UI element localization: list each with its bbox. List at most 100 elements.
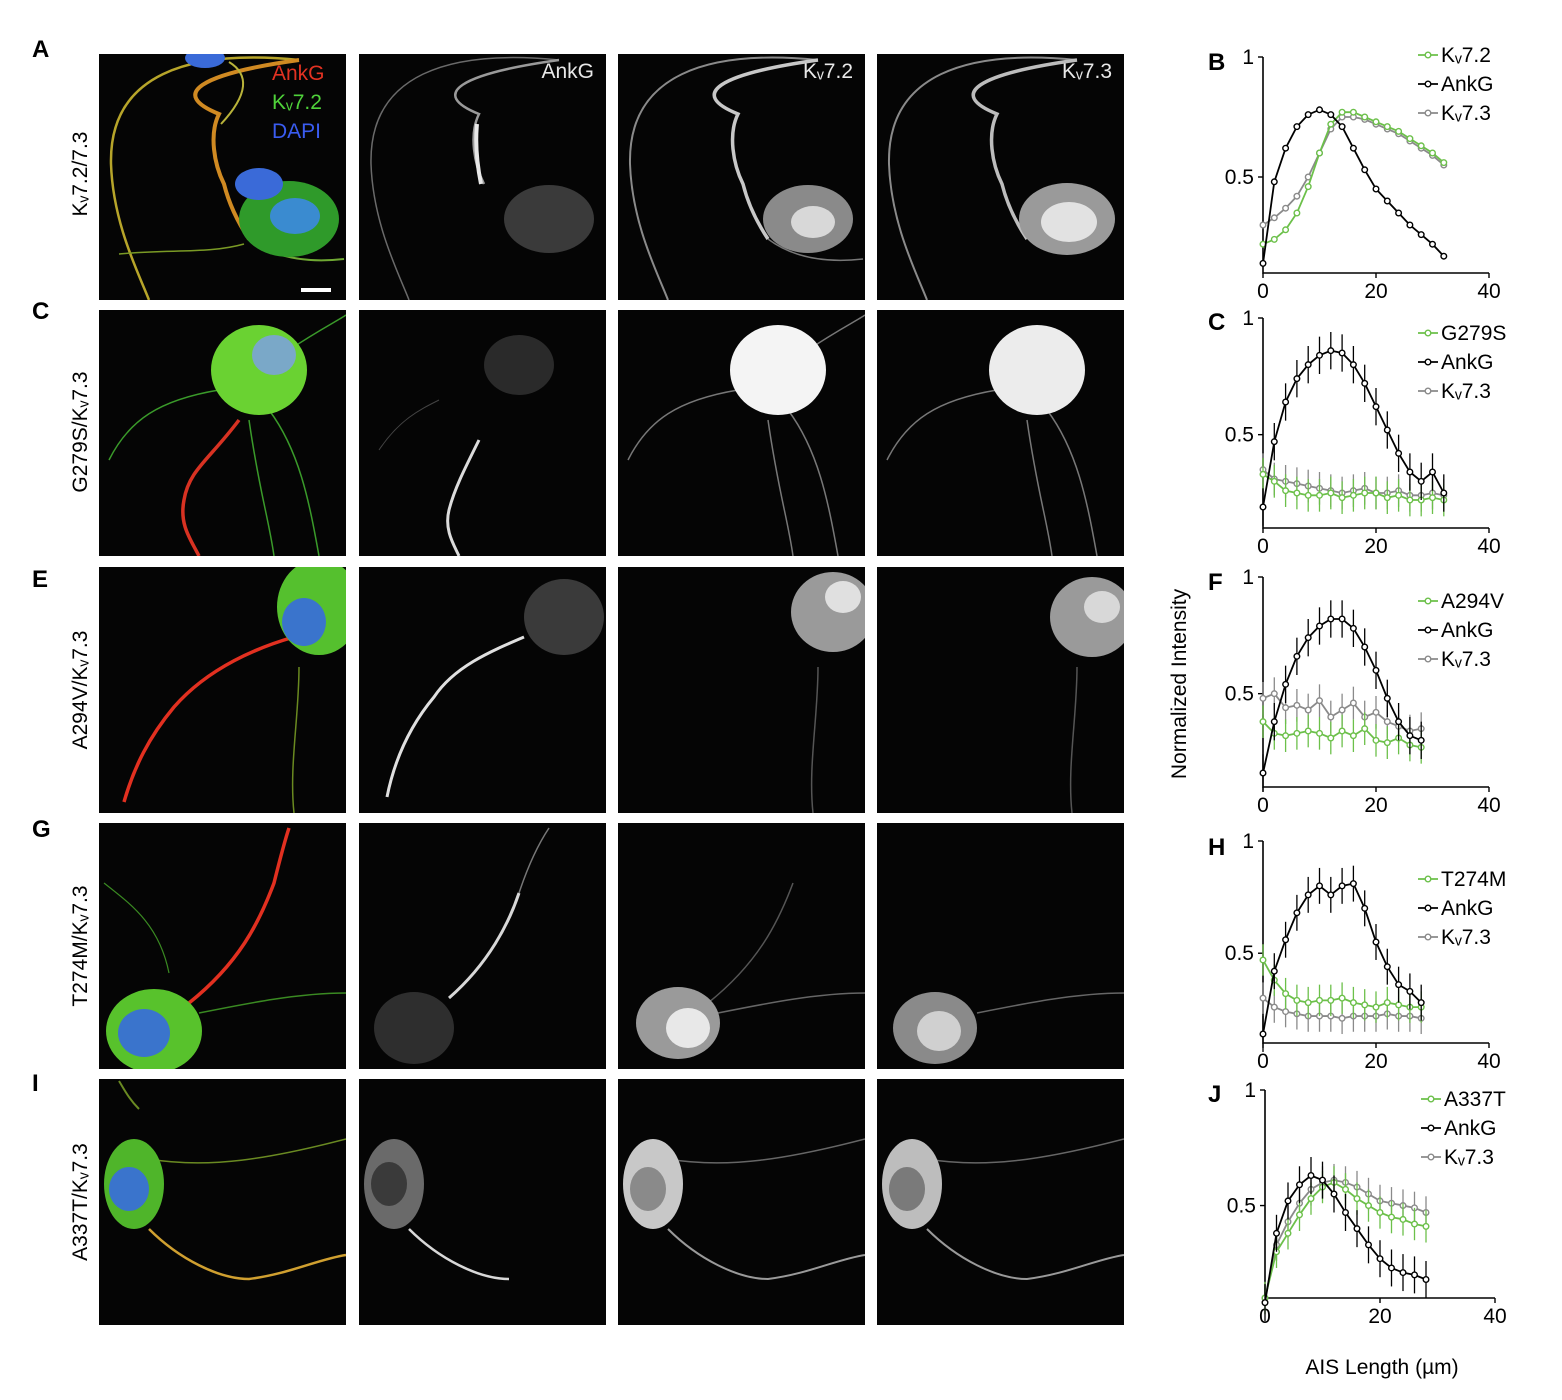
- data-point: [1282, 936, 1290, 944]
- data-point: [1406, 221, 1414, 229]
- image-kv73-row-a: Kᵥ7.3: [877, 54, 1124, 300]
- data-point: [1372, 118, 1380, 126]
- data-point: [1338, 882, 1346, 890]
- panel-letter-A: A: [32, 36, 50, 63]
- data-point: [1428, 494, 1436, 502]
- data-point: [1330, 1190, 1338, 1198]
- data-point: [1338, 1014, 1346, 1022]
- data-point: [1383, 426, 1391, 434]
- image-ankg-row-a: AnkG: [359, 54, 606, 300]
- chart-panel-letter: B: [1208, 49, 1225, 76]
- data-point: [1395, 981, 1403, 989]
- data-point: [1361, 113, 1369, 121]
- data-point: [1259, 769, 1267, 777]
- data-point: [1417, 231, 1425, 239]
- data-point: [1315, 491, 1323, 499]
- image-kv73-row-g: [877, 823, 1124, 1069]
- data-point: [1284, 1229, 1292, 1237]
- x-tick-label: 20: [1364, 1050, 1387, 1073]
- data-point: [1304, 999, 1312, 1007]
- data-point: [1383, 999, 1391, 1007]
- legend-dapi: DAPI: [272, 120, 322, 143]
- data-point: [1406, 496, 1414, 504]
- x-tick-label: 20: [1364, 280, 1387, 303]
- data-point: [1259, 718, 1267, 726]
- data-point: [1341, 1208, 1349, 1216]
- legend-swatch-point: [1427, 1153, 1435, 1161]
- data-point: [1417, 142, 1425, 150]
- data-point: [1259, 956, 1267, 964]
- data-point: [1304, 891, 1312, 899]
- data-point: [1372, 185, 1380, 193]
- data-point: [1259, 1030, 1267, 1038]
- image-kv72-row-e: [618, 567, 865, 813]
- data-point: [1383, 197, 1391, 205]
- data-point: [1364, 1241, 1372, 1249]
- data-point: [1315, 149, 1323, 157]
- image-ankg-row-i: [359, 1079, 606, 1325]
- data-point: [1422, 1276, 1430, 1284]
- data-point: [1293, 209, 1301, 217]
- y-tick-label: 0.5: [1225, 942, 1254, 965]
- data-point: [1353, 1195, 1361, 1203]
- legend-swatch-point: [1424, 80, 1432, 88]
- series-line: [1262, 111, 1445, 246]
- data-point: [1284, 1197, 1292, 1205]
- data-point: [1428, 468, 1436, 476]
- data-point: [1282, 144, 1290, 152]
- data-point: [1440, 159, 1448, 167]
- chart-panel-letter: J: [1208, 1081, 1221, 1108]
- data-point: [1364, 1202, 1372, 1210]
- data-point: [1282, 732, 1290, 740]
- x-tick-label: 20: [1368, 1305, 1391, 1328]
- data-point: [1270, 1003, 1278, 1011]
- data-point: [1270, 178, 1278, 186]
- image-kv73-row-c: [877, 310, 1124, 556]
- legend-swatch-point: [1424, 358, 1432, 366]
- data-point: [1349, 999, 1357, 1007]
- data-point: [1406, 732, 1414, 740]
- data-point: [1376, 1255, 1384, 1263]
- legend-label: Kᵥ7.3: [1444, 1146, 1494, 1169]
- data-point: [1327, 489, 1335, 497]
- legend-swatch-point: [1427, 1095, 1435, 1103]
- legend-ankg: AnkG: [272, 62, 325, 85]
- y-tick-label: 0.5: [1225, 166, 1254, 189]
- data-point: [1338, 494, 1346, 502]
- y-tick-label: 0.5: [1225, 683, 1254, 706]
- data-point: [1270, 214, 1278, 222]
- image-ankg-row-g: [359, 823, 606, 1069]
- data-point: [1259, 259, 1267, 267]
- data-point: [1338, 727, 1346, 735]
- data-point: [1399, 1215, 1407, 1223]
- data-point: [1270, 967, 1278, 975]
- x-tick-label: 40: [1477, 794, 1500, 817]
- data-point: [1338, 615, 1346, 623]
- legend-swatch-point: [1424, 933, 1432, 941]
- x-tick-label: 20: [1364, 794, 1387, 817]
- data-point: [1259, 221, 1267, 229]
- data-point: [1361, 643, 1369, 651]
- data-point: [1383, 963, 1391, 971]
- data-point: [1341, 1185, 1349, 1193]
- legend-kv72: Kᵥ7.2: [272, 91, 322, 114]
- data-point: [1417, 477, 1425, 485]
- legend-label: AnkG: [1441, 73, 1494, 96]
- data-point: [1406, 135, 1414, 143]
- series-line: [1262, 108, 1445, 264]
- data-point: [1293, 192, 1301, 200]
- data-point: [1372, 403, 1380, 411]
- data-point: [1259, 994, 1267, 1002]
- y-tick-label: 0.5: [1227, 1195, 1256, 1218]
- data-point: [1327, 891, 1335, 899]
- data-point: [1304, 361, 1312, 369]
- data-point: [1293, 996, 1301, 1004]
- image-ankg-row-e: [359, 567, 606, 813]
- legend-swatch-point: [1424, 109, 1432, 117]
- image-merge-row-i: [99, 1079, 346, 1325]
- x-tick-label: 0: [1257, 1050, 1269, 1073]
- data-point: [1295, 1211, 1303, 1219]
- data-point: [1372, 736, 1380, 744]
- image-kv72-row-i: [618, 1079, 865, 1325]
